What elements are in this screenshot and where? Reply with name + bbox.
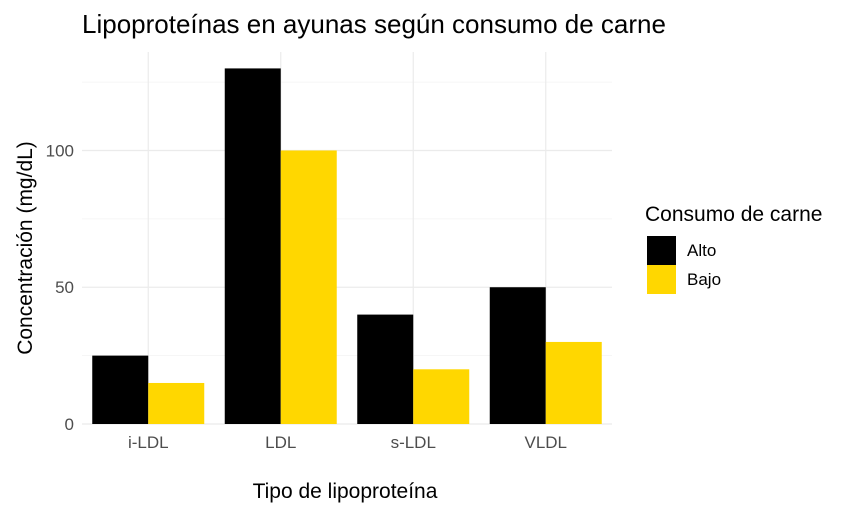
legend-label-alto: Alto	[687, 241, 716, 260]
x-tick-label: LDL	[265, 433, 296, 452]
bar-bajo-ldl	[280, 150, 337, 424]
bar-alto-i-ldl	[92, 355, 149, 424]
x-tick-label: s-LDL	[391, 433, 436, 452]
legend-title: Consumo de carne	[645, 203, 822, 226]
bar-bajo-i-ldl	[148, 382, 205, 424]
x-tick-label: i-LDL	[128, 433, 169, 452]
x-tick-label: VLDL	[524, 433, 567, 452]
bar-bajo-vldl	[545, 341, 602, 424]
y-axis-title: Concentración (mg/dL)	[14, 141, 37, 355]
bar-bajo-s-ldl	[413, 369, 470, 424]
bar-alto-s-ldl	[357, 314, 414, 424]
legend-key-alto	[647, 236, 676, 265]
legend: Consumo de carne Alto Bajo	[645, 203, 822, 294]
x-axis-title: Tipo de lipoproteína	[253, 480, 438, 503]
chart-title: Lipoproteínas en ayunas según consumo de…	[82, 9, 666, 39]
bar-alto-ldl	[224, 68, 281, 424]
legend-key-bajo	[647, 265, 676, 294]
bar-alto-vldl	[489, 287, 546, 424]
y-tick-labels: 0 50 100	[46, 141, 74, 434]
y-tick-label: 50	[55, 278, 74, 297]
x-tick-labels: i-LDL LDL s-LDL VLDL	[128, 433, 567, 452]
bars	[92, 68, 602, 424]
y-tick-label: 100	[46, 141, 74, 160]
legend-label-bajo: Bajo	[687, 270, 721, 289]
y-tick-label: 0	[65, 415, 74, 434]
